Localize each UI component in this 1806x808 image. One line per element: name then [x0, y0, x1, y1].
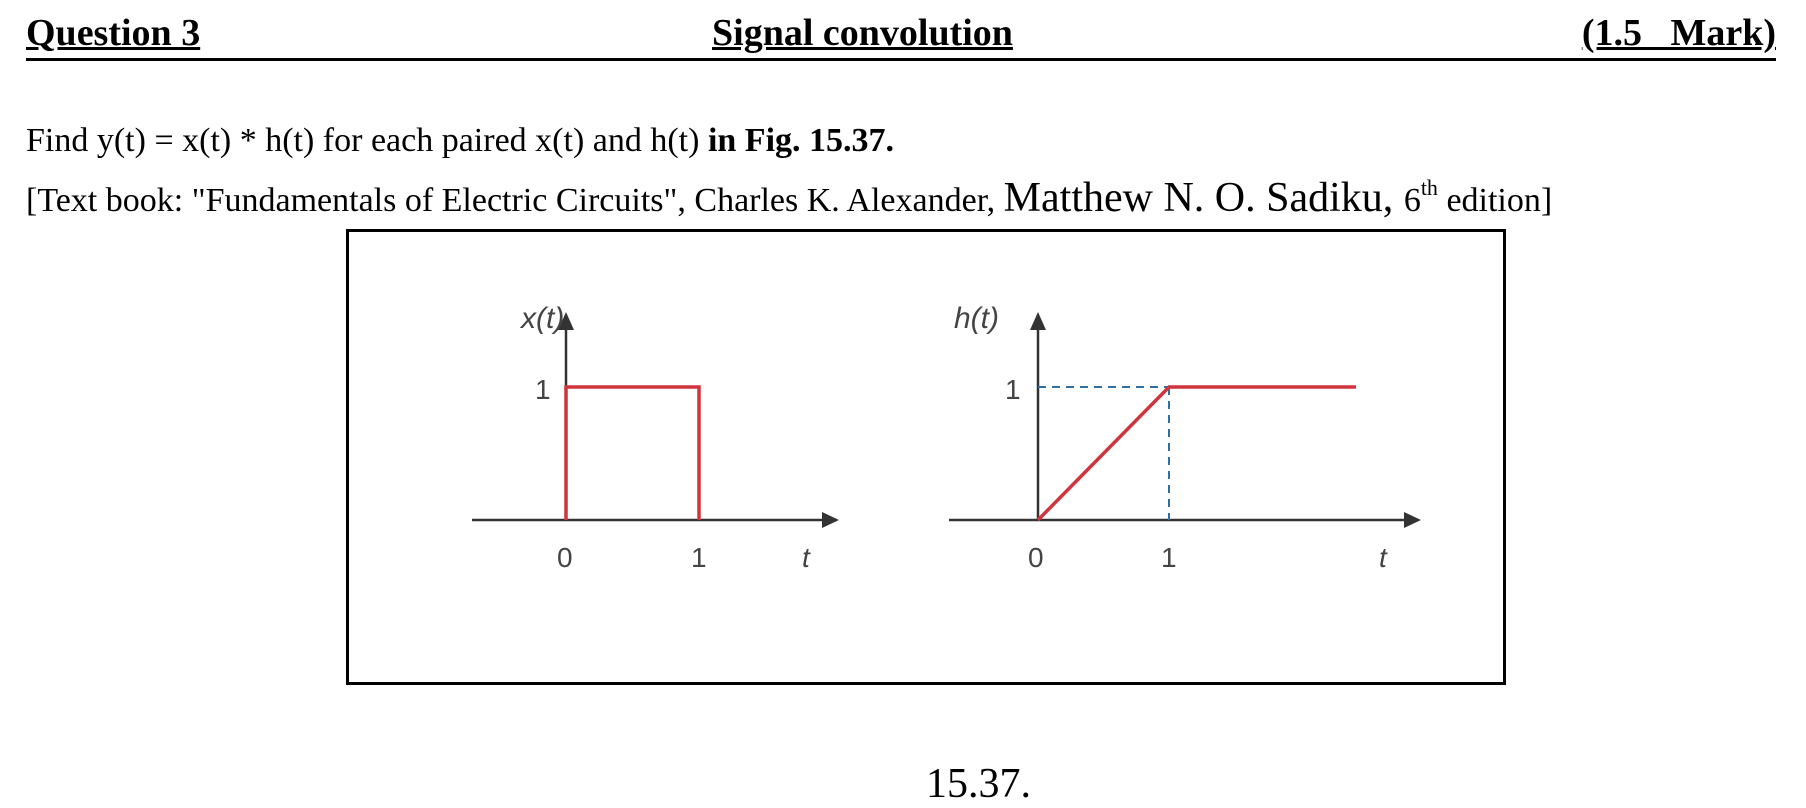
x-plot: x(t) 1 0 1 t [472, 302, 839, 573]
x-plot-xtick-0: 0 [557, 542, 573, 573]
h-plot-signal [1036, 385, 1356, 522]
figure-caption: 15.37. [926, 761, 1031, 807]
ref-edition-superscript: th [1420, 175, 1438, 200]
x-plot-y-axis-arrow [558, 312, 574, 330]
ref-author2: Matthew N. O. Sadiku, [1003, 175, 1404, 221]
problem-figure-ref: in Fig. 15.37. [707, 122, 895, 159]
ref-part1: [Text book: "Fundamentals of Electric Ci… [26, 182, 1004, 219]
question-number: Question 3 [26, 12, 201, 54]
problem-text: Find y(t) = x(t) * h(t) for each paired … [26, 122, 708, 159]
h-plot-xlabel: t [1379, 542, 1388, 573]
x-plot-signal [564, 385, 701, 520]
h-plot-ylabel: h(t) [954, 302, 999, 335]
question-header: Question 3 Signal convolution (1.5 Mark) [26, 10, 1776, 61]
x-plot-xtick-1: 1 [691, 542, 707, 573]
x-plot-t-axis-arrow [822, 512, 839, 528]
h-plot-ytick: 1 [1005, 374, 1021, 405]
x-plot-xlabel: t [802, 542, 811, 573]
textbook-reference: [Text book: "Fundamentals of Electric Ci… [26, 174, 1552, 222]
figure-15-37: x(t) 1 0 1 t h(t) 1 0 1 t [346, 229, 1506, 685]
x-plot-ytick: 1 [535, 374, 551, 405]
h-plot-xtick-1: 1 [1161, 542, 1177, 573]
problem-statement: Find y(t) = x(t) * h(t) for each paired … [26, 122, 894, 160]
x-plot-ylabel: x(t) [519, 302, 564, 335]
question-marks: (1.5 Mark) [1581, 12, 1776, 54]
ref-end: edition] [1437, 182, 1553, 219]
h-plot-t-axis-arrow [1404, 512, 1421, 528]
h-plot-y-axis-arrow [1030, 312, 1046, 330]
h-plot-xtick-0: 0 [1028, 542, 1044, 573]
figure-svg: x(t) 1 0 1 t h(t) 1 0 1 t [472, 302, 1421, 573]
ref-edition-number: 6 [1403, 182, 1421, 219]
question-title: Signal convolution [712, 12, 1013, 54]
h-plot: h(t) 1 0 1 t [949, 302, 1421, 573]
